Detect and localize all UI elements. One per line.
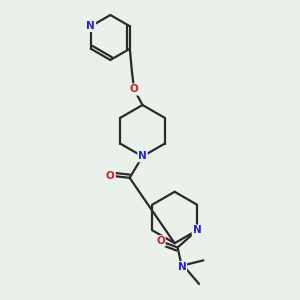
- Text: N: N: [86, 21, 95, 31]
- Text: N: N: [178, 262, 186, 272]
- Text: N: N: [138, 152, 147, 161]
- Text: O: O: [130, 85, 139, 94]
- Text: O: O: [130, 85, 139, 94]
- Text: O: O: [106, 171, 115, 181]
- Text: N: N: [193, 225, 201, 236]
- Text: O: O: [156, 236, 165, 246]
- Text: O: O: [106, 171, 115, 181]
